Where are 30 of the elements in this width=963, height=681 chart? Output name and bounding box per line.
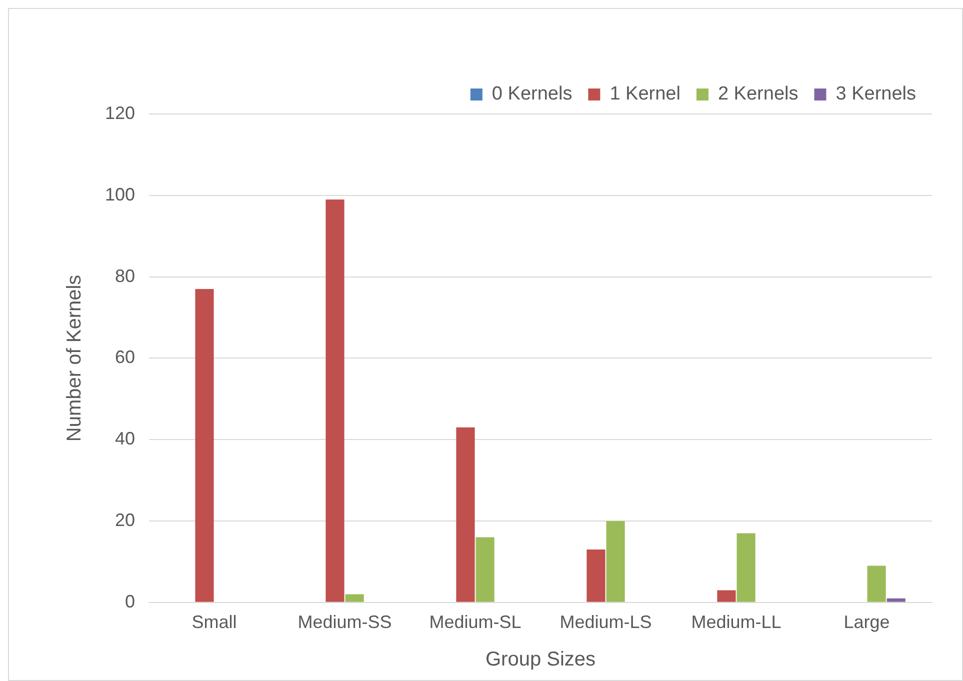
bar: [606, 521, 625, 602]
bar: [586, 549, 606, 602]
legend-label: 2 Kernels: [718, 84, 798, 105]
bar: [717, 590, 736, 602]
y-axis-title: Number of Kernels: [64, 274, 86, 442]
bar: [345, 594, 364, 602]
x-axis-title: Group Sizes: [485, 648, 596, 671]
x-tick-label: Medium-LS: [560, 612, 652, 632]
bar: [886, 598, 906, 602]
y-tick-label: 20: [115, 510, 136, 530]
bar: [736, 533, 756, 602]
y-tick-label: 40: [115, 428, 136, 449]
x-tick-label: Medium-SS: [298, 612, 392, 632]
legend-label: 0 Kernels: [492, 84, 572, 105]
bar: [326, 199, 344, 602]
x-tick-label: Large: [844, 612, 890, 632]
bar: [195, 289, 214, 602]
x-tick-label: Medium-SL: [429, 612, 522, 632]
y-tick-label: 60: [115, 347, 136, 368]
y-tick-label: 80: [115, 266, 136, 286]
y-tick-label: 0: [125, 591, 136, 612]
legend-label: 3 Kernels: [836, 84, 916, 105]
bar: [476, 537, 494, 602]
x-tick-label: Medium-LL: [691, 612, 782, 632]
bar: [867, 566, 886, 602]
bar: [456, 427, 475, 602]
x-tick-label: Small: [192, 612, 237, 632]
y-tick-label: 100: [104, 184, 136, 204]
y-tick-label: 120: [104, 102, 136, 123]
legend-label: 1 Kernel: [610, 84, 680, 105]
